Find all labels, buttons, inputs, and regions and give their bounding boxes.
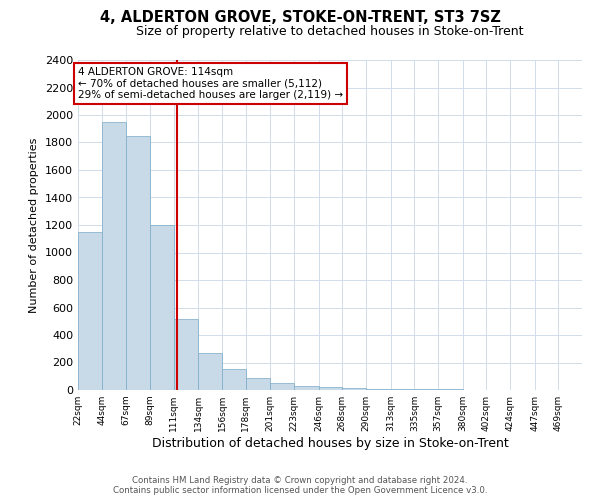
Bar [101,122,127,390]
Bar [245,378,271,390]
Bar [366,388,391,390]
Bar [78,232,101,390]
X-axis label: Distribution of detached houses by size in Stoke-on-Trent: Distribution of detached houses by size … [152,437,508,450]
Text: 4 ALDERTON GROVE: 114sqm
← 70% of detached houses are smaller (5,112)
29% of sem: 4 ALDERTON GROVE: 114sqm ← 70% of detach… [78,67,343,100]
Y-axis label: Number of detached properties: Number of detached properties [29,138,40,312]
Bar [150,225,173,390]
Text: 4, ALDERTON GROVE, STOKE-ON-TRENT, ST3 7SZ: 4, ALDERTON GROVE, STOKE-ON-TRENT, ST3 7… [100,10,500,25]
Bar [173,318,199,390]
Bar [199,353,222,390]
Bar [271,383,294,390]
Bar [391,389,415,390]
Bar [294,386,319,390]
Bar [343,388,366,390]
Text: Contains HM Land Registry data © Crown copyright and database right 2024.
Contai: Contains HM Land Registry data © Crown c… [113,476,487,495]
Bar [127,136,150,390]
Bar [319,387,343,390]
Bar [222,370,245,390]
Title: Size of property relative to detached houses in Stoke-on-Trent: Size of property relative to detached ho… [136,25,524,38]
